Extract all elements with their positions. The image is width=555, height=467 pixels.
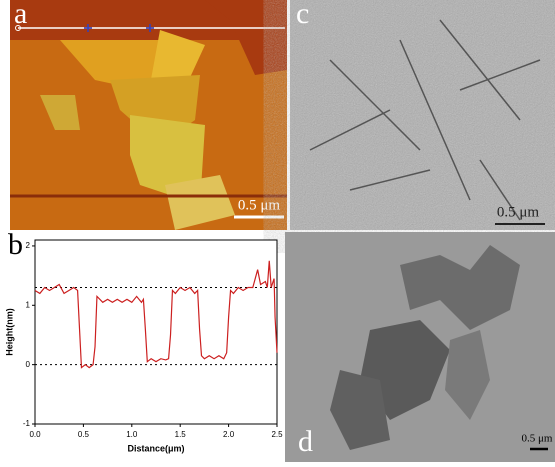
profile-line [34,260,278,369]
y-tick-label: 0 [26,360,31,369]
scale-bar-label: 0.5 μm [522,433,553,445]
panel-b: b [8,228,23,261]
y-tick-label: 2 [26,241,31,250]
panel-label: a [14,0,27,30]
y-axis-label: Height(nm) [4,308,14,356]
panel-a: a 0.5 μm [10,0,287,230]
x-tick-label: 1.0 [126,430,138,439]
x-tick-label: 0.5 [78,430,90,439]
scale-bar-label: 0.5 μm [497,204,540,220]
panel-label: d [298,425,313,458]
x-tick-label: 0.0 [29,430,41,439]
x-tick-label: 1.5 [175,430,187,439]
y-tick-label: -1 [23,419,31,428]
panel-c: c 0.5 μm [290,0,555,230]
x-tick-label: 2.5 [271,430,283,439]
panel-label: c [296,0,309,30]
y-tick-label: 1 [26,300,31,309]
plot-frame [34,239,278,425]
panel-label: b [8,228,23,261]
x-tick-label: 2.0 [223,430,235,439]
panel-d: d 0.5 μm [285,232,555,462]
scale-bar-label: 0.5 μm [238,197,281,213]
x-axis-label: Distance(μm) [127,443,184,453]
